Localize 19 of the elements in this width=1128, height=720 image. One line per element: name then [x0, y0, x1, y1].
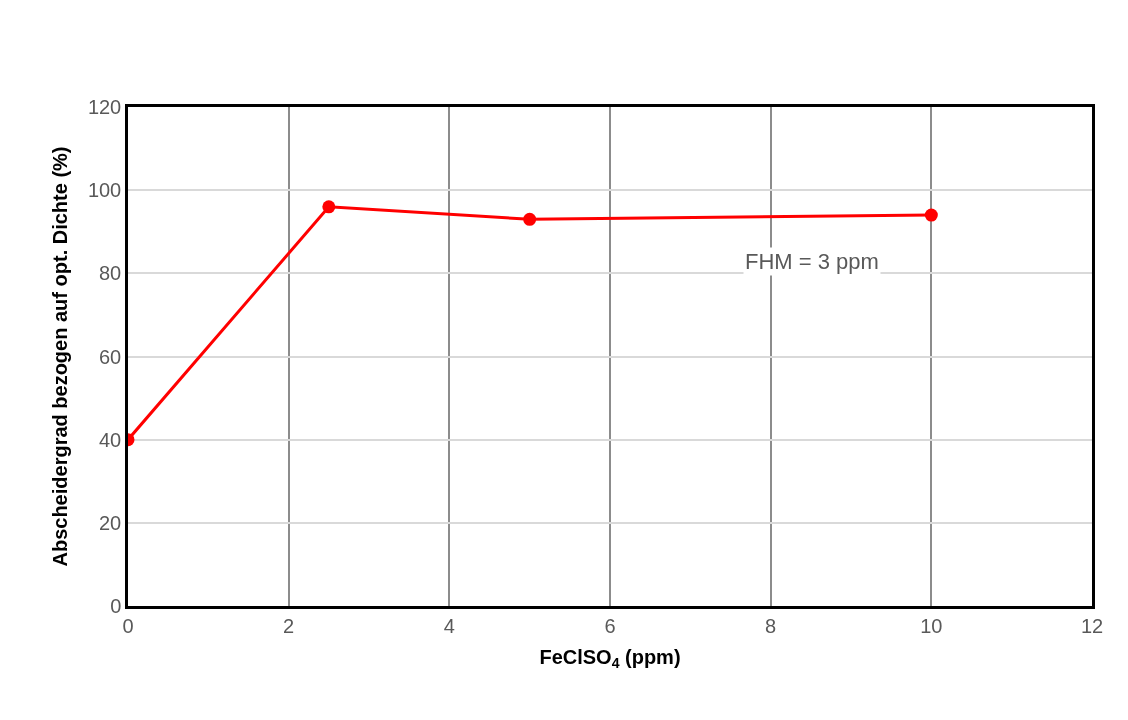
point [924, 208, 938, 222]
y-tick-label: 120 [87, 96, 122, 118]
point [322, 200, 336, 214]
x-tick-label: 10 [920, 614, 943, 637]
y-tick-label: 0 [110, 595, 122, 617]
x-tick-label: 12 [1080, 614, 1104, 637]
x-tick-label: 6 [604, 614, 616, 637]
x-tick-label: 4 [443, 614, 455, 637]
y-tick-label: 20 [99, 511, 122, 534]
point [523, 212, 537, 226]
x-tick-label: 8 [765, 614, 777, 637]
y-tick-label: 80 [99, 262, 122, 285]
y-tick-label: 100 [87, 179, 122, 202]
y-tick-label: 40 [99, 428, 122, 451]
annotation: FHM = 3 ppm [745, 249, 879, 274]
y-axis-title: Abscheidergrad bezogen auf opt. Dichte (%) [49, 146, 72, 567]
x-tick-label: 2 [283, 614, 295, 637]
x-axis-title: FeClSO$_{4}$ (ppm) [539, 646, 681, 672]
y-tick-label: 60 [99, 345, 122, 368]
